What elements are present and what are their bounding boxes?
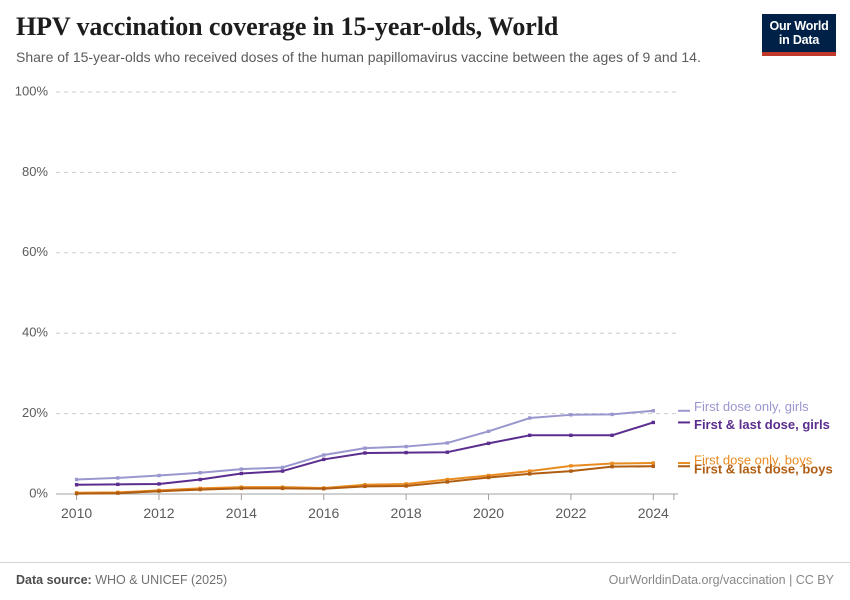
data-point-marker[interactable] xyxy=(363,451,367,455)
data-point-marker[interactable] xyxy=(486,429,491,433)
data-point-marker[interactable] xyxy=(74,483,79,487)
x-axis-tick-label: 2020 xyxy=(473,505,504,521)
data-source-value: WHO & UNICEF (2025) xyxy=(95,573,228,587)
chart-footer: Data source: WHO & UNICEF (2025) OurWorl… xyxy=(0,562,850,600)
data-point-marker[interactable] xyxy=(322,453,326,457)
logo-red-rule xyxy=(762,52,836,56)
data-point-marker[interactable] xyxy=(651,461,655,465)
data-point-marker[interactable] xyxy=(116,482,120,487)
chart-subtitle: Share of 15-year-olds who received doses… xyxy=(16,49,701,65)
data-point-marker[interactable] xyxy=(445,450,450,454)
data-point-marker[interactable] xyxy=(157,473,161,478)
data-point-marker[interactable] xyxy=(157,482,161,486)
y-axis-tick-label: 40% xyxy=(22,325,48,340)
data-point-marker[interactable] xyxy=(486,441,491,446)
data-point-marker[interactable] xyxy=(404,444,408,449)
y-axis-tick-label: 20% xyxy=(22,405,48,420)
data-point-marker[interactable] xyxy=(528,469,532,473)
data-point-marker[interactable] xyxy=(198,487,202,492)
data-point-marker[interactable] xyxy=(569,469,573,473)
data-point-marker[interactable] xyxy=(610,433,614,438)
data-point-marker[interactable] xyxy=(404,450,408,455)
data-point-marker[interactable] xyxy=(651,420,655,425)
data-point-marker[interactable] xyxy=(239,486,244,491)
data-point-marker[interactable] xyxy=(528,433,532,438)
page-title: HPV vaccination coverage in 15-year-olds… xyxy=(16,12,559,41)
data-point-marker[interactable] xyxy=(74,477,79,482)
x-axis-tick-label: 2016 xyxy=(308,505,339,521)
data-point-marker[interactable] xyxy=(74,491,79,496)
x-axis-tick-label: 2012 xyxy=(143,505,174,521)
y-axis-tick-label: 0% xyxy=(29,485,48,500)
data-point-marker[interactable] xyxy=(404,484,408,488)
data-point-marker[interactable] xyxy=(569,464,573,468)
x-axis-tick-label: 2024 xyxy=(638,505,669,521)
data-point-marker[interactable] xyxy=(363,446,367,450)
data-point-marker[interactable] xyxy=(116,476,120,480)
chart-header: HPV vaccination coverage in 15-year-olds… xyxy=(16,12,756,66)
legend-label-0[interactable]: First dose only, girls xyxy=(694,399,809,414)
data-point-marker[interactable] xyxy=(445,441,450,445)
line-chart-svg: 0% 20% 40% 60% 80% 100% 2010 2012 2014 2016 2018 20… xyxy=(15,83,833,521)
legend-label-1[interactable]: First & last dose, girls xyxy=(694,417,830,432)
x-axis-tick-label: 2014 xyxy=(226,505,257,521)
data-point-marker[interactable] xyxy=(528,472,532,476)
data-point-marker[interactable] xyxy=(280,486,285,491)
y-axis-tick-label: 80% xyxy=(22,164,48,179)
data-point-marker[interactable] xyxy=(198,470,202,475)
data-point-marker[interactable] xyxy=(528,416,532,420)
data-point-marker[interactable] xyxy=(239,471,244,476)
data-source: Data source: WHO & UNICEF (2025) xyxy=(16,573,227,587)
data-point-marker[interactable] xyxy=(445,480,450,484)
data-point-marker[interactable] xyxy=(280,465,285,470)
data-point-marker[interactable] xyxy=(157,489,161,493)
logo-line-1: Our World xyxy=(769,19,829,33)
legend-label-3[interactable]: First & last dose, boys xyxy=(694,462,833,477)
data-point-marker[interactable] xyxy=(445,477,450,482)
legend-label-2[interactable]: First dose only, boys xyxy=(694,452,813,467)
data-point-marker[interactable] xyxy=(569,413,573,417)
data-point-marker[interactable] xyxy=(363,484,367,489)
y-axis-tick-label: 60% xyxy=(22,244,48,259)
data-point-marker[interactable] xyxy=(198,477,202,482)
series-line-2[interactable] xyxy=(75,462,655,494)
data-point-marker[interactable] xyxy=(486,475,491,480)
data-point-marker[interactable] xyxy=(116,491,120,495)
owid-logo[interactable]: Our World in Data xyxy=(762,14,836,56)
data-point-marker[interactable] xyxy=(404,482,408,486)
data-point-marker[interactable] xyxy=(280,469,285,473)
data-point-marker[interactable] xyxy=(569,433,573,438)
data-point-marker[interactable] xyxy=(486,473,491,478)
logo-line-2: in Data xyxy=(778,33,820,47)
data-point-marker[interactable] xyxy=(610,412,614,417)
data-point-marker[interactable] xyxy=(322,487,326,491)
data-point-marker[interactable] xyxy=(610,464,614,469)
data-source-label: Data source: xyxy=(16,573,92,587)
series-line-0[interactable] xyxy=(75,409,655,481)
data-point-marker[interactable] xyxy=(651,464,655,468)
data-point-marker[interactable] xyxy=(610,461,614,466)
y-axis-tick-label: 100% xyxy=(15,83,49,98)
data-point-marker[interactable] xyxy=(651,409,655,413)
plot-area: 0% 20% 40% 60% 80% 100% 2010 2012 2014 2016 2018 20… xyxy=(0,78,850,556)
x-axis-tick-label: 2022 xyxy=(555,505,586,521)
attribution-link[interactable]: OurWorldinData.org/vaccination | CC BY xyxy=(608,573,834,587)
x-axis-tick-label: 2010 xyxy=(61,505,92,521)
data-point-marker[interactable] xyxy=(322,457,326,462)
x-axis-tick-label: 2018 xyxy=(391,505,422,521)
data-point-marker[interactable] xyxy=(239,467,244,471)
